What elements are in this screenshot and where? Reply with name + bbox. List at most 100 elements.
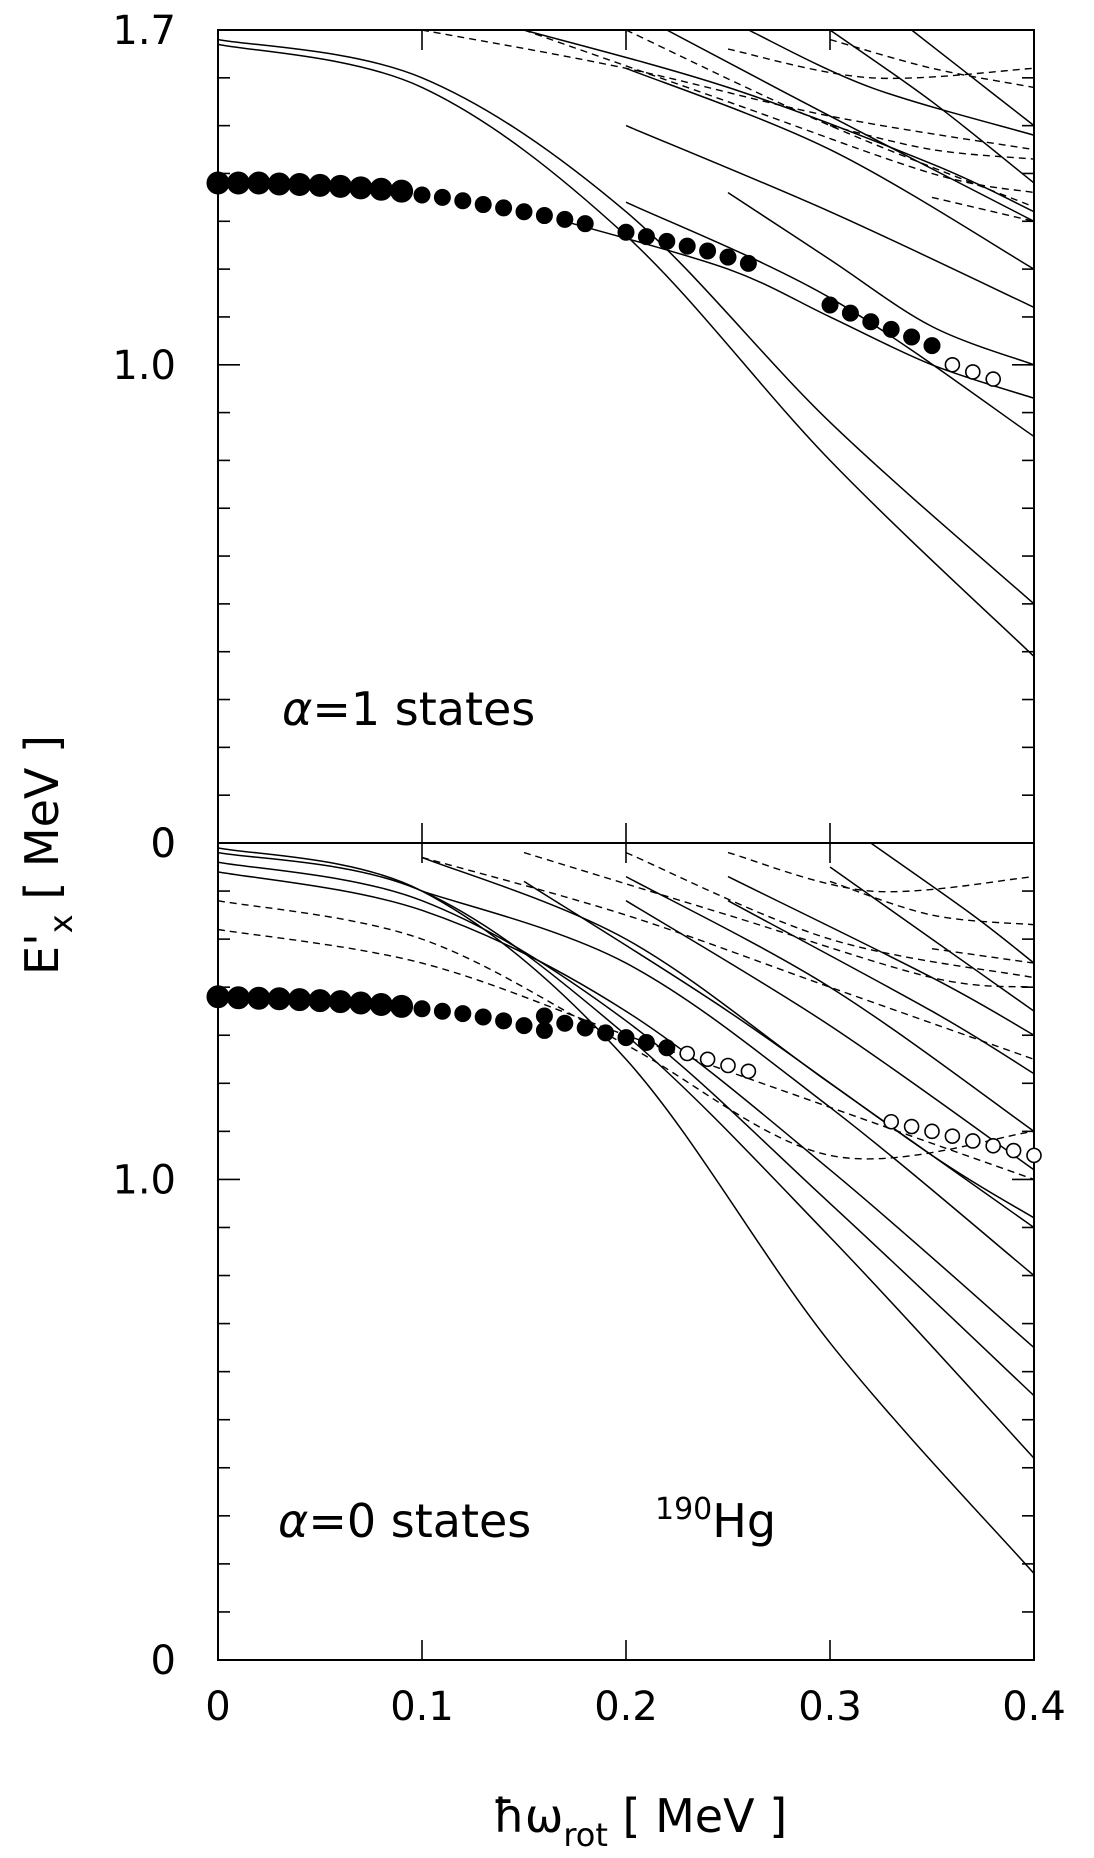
data-point-filled xyxy=(308,173,332,197)
solid-curve xyxy=(218,847,1034,1574)
dashed-curve xyxy=(421,30,1034,151)
panel-bottom: 01.000 0.1 0.2 0.3 0.4α=0 states xyxy=(112,821,1065,1730)
data-point-open xyxy=(944,1128,961,1144)
solid-curve xyxy=(218,43,1034,658)
solid-curve xyxy=(218,38,1034,605)
data-point-open xyxy=(944,356,961,373)
solid-curve xyxy=(625,875,1034,1133)
dashed-curve xyxy=(727,851,1034,893)
data-point-filled xyxy=(474,196,492,214)
data-point-filled xyxy=(433,1002,451,1020)
data-point-filled xyxy=(288,988,312,1012)
solid-curve xyxy=(218,861,1034,1397)
data-point-filled xyxy=(226,171,250,195)
data-point-filled xyxy=(474,1008,492,1026)
data-point-filled xyxy=(556,1014,574,1032)
data-point-open xyxy=(964,1133,981,1149)
data-point-filled xyxy=(597,1024,615,1042)
data-point-filled xyxy=(413,186,431,204)
data-point-filled xyxy=(288,172,312,196)
y-tick-label: 0 xyxy=(151,821,176,867)
solid-curve xyxy=(911,30,1034,127)
data-point-filled xyxy=(535,207,553,225)
y-tick-label: 1.0 xyxy=(112,343,176,389)
data-point-open xyxy=(964,364,981,380)
data-point-filled xyxy=(206,171,230,195)
dashed-curve xyxy=(523,851,1034,988)
y-tick-label: 1.7 xyxy=(112,8,176,54)
data-point-filled xyxy=(390,179,414,203)
panel-top: 1.7 1.0 0 α=1 states xyxy=(112,8,1035,867)
solid-curve xyxy=(523,30,1034,213)
data-point-filled xyxy=(349,176,373,200)
data-point-filled xyxy=(882,320,900,338)
data-point-filled xyxy=(267,987,291,1011)
data-point-filled xyxy=(658,232,676,250)
curves xyxy=(218,30,1034,658)
data-point-filled xyxy=(719,248,737,266)
data-point-filled xyxy=(862,313,880,331)
solid-curve xyxy=(625,201,1034,438)
data-point-filled xyxy=(454,1005,472,1023)
solid-curve xyxy=(829,866,1034,1012)
x-tick-label: 0.3 xyxy=(798,1684,862,1730)
data-point-filled xyxy=(349,991,373,1015)
solid-curve xyxy=(829,30,1034,184)
dashed-curve xyxy=(625,851,1034,979)
data-point-filled xyxy=(821,296,839,314)
data-point-open xyxy=(924,1123,940,1140)
y-tick-label: 0 xyxy=(151,821,176,867)
x-axis-label-subscript: rot xyxy=(563,1816,608,1854)
y-axis-label: E'x [ MeV ] xyxy=(15,735,80,975)
nucleus-element: Hg xyxy=(712,1494,776,1548)
data-point-filled xyxy=(247,171,271,195)
data-point-open xyxy=(903,1118,920,1135)
data-point-filled xyxy=(328,990,352,1014)
data-point-filled xyxy=(637,228,655,246)
y-tick-label: 1.0 xyxy=(112,1157,176,1203)
data-point-filled xyxy=(556,210,574,228)
annotation-text: =0 states xyxy=(308,1494,531,1548)
solid-curve xyxy=(870,843,1034,964)
x-axis-label-main: ħω xyxy=(493,1789,563,1843)
dashed-curve xyxy=(829,124,1034,160)
data-point-filled xyxy=(923,337,941,355)
data-point-filled xyxy=(454,192,472,210)
dashed-curve xyxy=(727,48,1034,80)
data-point-filled xyxy=(576,215,594,233)
solid-curve xyxy=(666,30,1034,222)
dashed-curve xyxy=(829,880,1034,926)
panel-annotation: α=1 states xyxy=(282,682,535,736)
x-axis-label: ħωrot [ MeV ] xyxy=(493,1789,787,1854)
curves xyxy=(218,843,1034,1574)
data-point-open xyxy=(985,371,1002,387)
alpha-symbol: α xyxy=(278,1494,308,1548)
solid-curve xyxy=(564,220,1034,399)
data-point-filled xyxy=(739,254,757,272)
panel-annotation: α=0 states xyxy=(278,1494,531,1548)
solid-curve xyxy=(727,191,1034,366)
data-point-filled xyxy=(226,986,250,1010)
dashed-curve xyxy=(931,196,1034,222)
data-point-filled xyxy=(535,1007,553,1025)
data-point-filled xyxy=(206,985,230,1009)
data-point-open xyxy=(720,1057,736,1074)
solid-curve xyxy=(625,124,1034,309)
solid-curve xyxy=(727,900,1034,1075)
data-point-filled xyxy=(678,237,696,255)
data-point-filled xyxy=(535,1021,553,1039)
solid-curve xyxy=(727,875,1034,1036)
solid-curve xyxy=(421,856,1034,1229)
data-point-filled xyxy=(903,328,921,346)
solid-curve xyxy=(218,851,1034,1459)
data-point-filled xyxy=(841,304,859,322)
solid-curve xyxy=(625,67,1034,270)
x-axis-label-unit: [ MeV ] xyxy=(608,1789,787,1843)
data-point-open xyxy=(1005,1142,1022,1159)
data-point-filled xyxy=(699,242,717,260)
x-tick-label: 0.1 xyxy=(390,1684,454,1730)
data-point-open xyxy=(985,1137,1002,1154)
data-point-filled xyxy=(637,1033,655,1051)
